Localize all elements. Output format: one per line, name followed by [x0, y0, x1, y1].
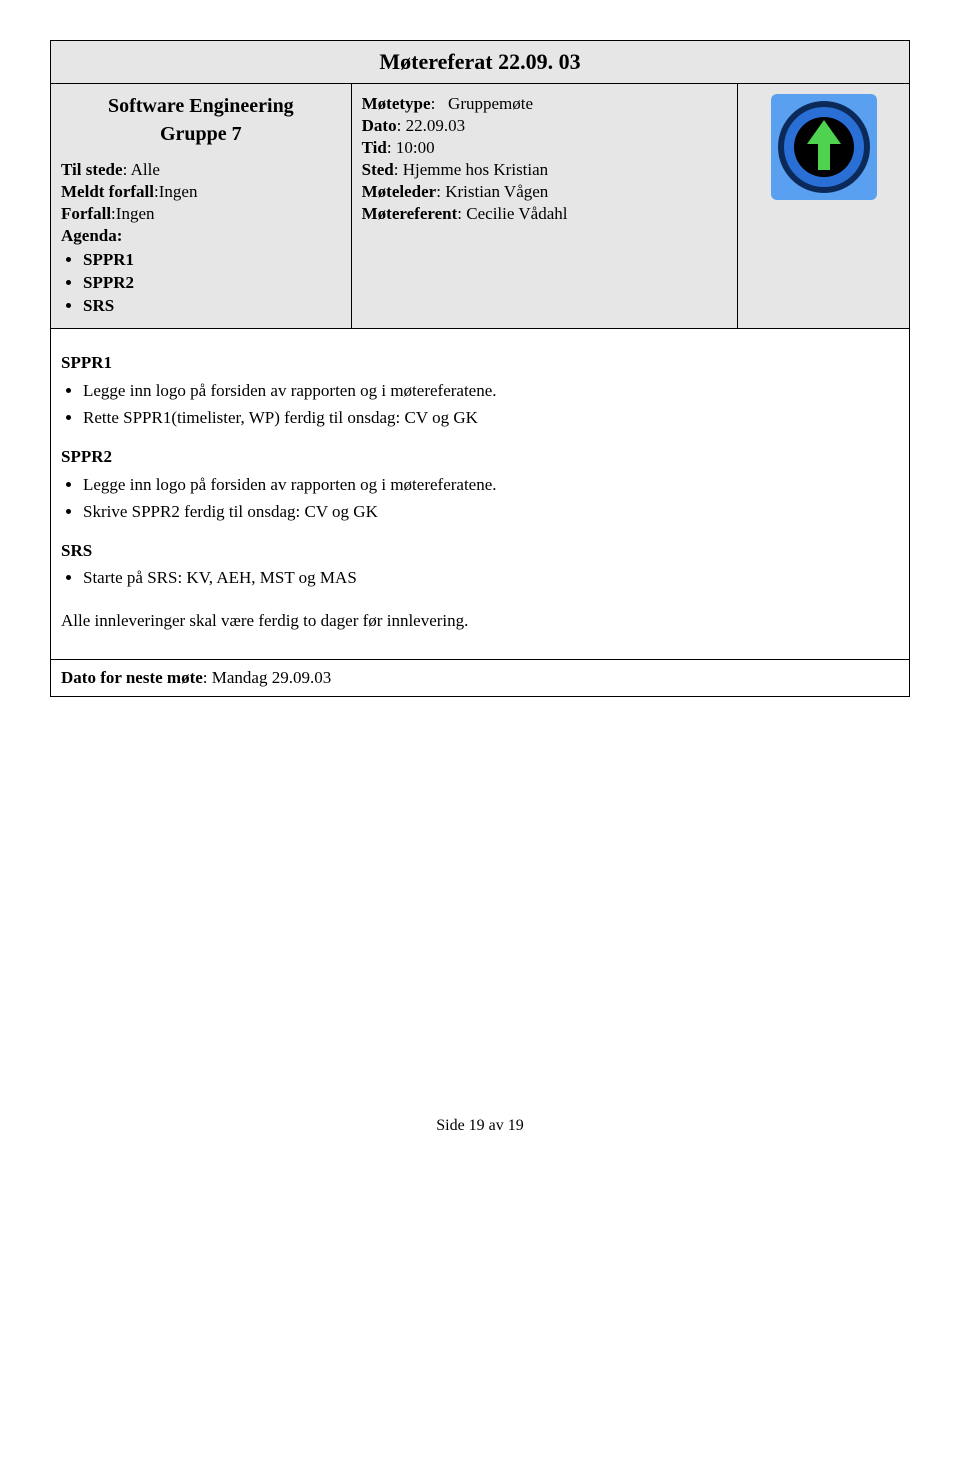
logo-icon: [769, 92, 879, 207]
next-meeting-label: Dato for neste møte: [61, 668, 203, 687]
meldt-forfall-label: Meldt forfall: [61, 182, 154, 201]
srs-title: SRS: [61, 539, 899, 564]
sppr1-list: Legge inn logo på forsiden av rapporten …: [83, 379, 899, 431]
list-item: Rette SPPR1(timelister, WP) ferdig til o…: [83, 406, 899, 431]
motetype: Møtetype: Gruppemøte: [362, 94, 728, 114]
forfall-label: Forfall: [61, 204, 111, 223]
agenda-label: Agenda:: [61, 226, 341, 246]
sppr2-list: Legge inn logo på forsiden av rapporten …: [83, 473, 899, 525]
list-item: Skrive SPPR2 ferdig til onsdag: CV og GK: [83, 500, 899, 525]
body-cell: SPPR1 Legge inn logo på forsiden av rapp…: [51, 329, 910, 660]
header-row: Software Engineering Gruppe 7 Til stede:…: [51, 84, 910, 329]
list-item: Legge inn logo på forsiden av rapporten …: [83, 379, 899, 404]
org-line-1: Software Engineering: [108, 95, 294, 117]
left-column: Software Engineering Gruppe 7 Til stede:…: [51, 84, 352, 329]
page-number: Side 19 av 19: [50, 1117, 910, 1135]
closing-line: Alle innleveringer skal være ferdig to d…: [61, 609, 899, 634]
list-item: Legge inn logo på forsiden av rapporten …: [83, 473, 899, 498]
agenda-item: SRS: [83, 296, 341, 316]
sted: Sted: Hjemme hos Kristian: [362, 160, 728, 180]
list-item: Starte på SRS: KV, AEH, MST og MAS: [83, 566, 899, 591]
til-stede-label: Til stede: [61, 160, 123, 179]
logo-cell: [738, 84, 910, 329]
agenda-item: SPPR2: [83, 273, 341, 293]
meldt-forfall-value: Ingen: [159, 182, 198, 201]
next-meeting-cell: Dato for neste møte: Mandag 29.09.03: [51, 659, 910, 696]
sppr1-title: SPPR1: [61, 351, 899, 376]
forfall-value: Ingen: [116, 204, 155, 223]
forfall: Forfall:Ingen: [61, 204, 341, 224]
next-meeting-value: Mandag 29.09.03: [212, 668, 331, 687]
meta-column: Møtetype: Gruppemøte Dato: 22.09.03 Tid:…: [351, 84, 738, 329]
meldt-forfall: Meldt forfall:Ingen: [61, 182, 341, 202]
doc-title: Møtereferat 22.09. 03: [51, 41, 910, 84]
til-stede-value: Alle: [131, 160, 160, 179]
agenda-list: SPPR1 SPPR2 SRS: [83, 250, 341, 316]
til-stede: Til stede: Alle: [61, 160, 341, 180]
motereferent: Møtereferent: Cecilie Vådahl: [362, 204, 728, 224]
srs-list: Starte på SRS: KV, AEH, MST og MAS: [83, 566, 899, 591]
dato: Dato: 22.09.03: [362, 116, 728, 136]
org-name: Software Engineering Gruppe 7: [61, 92, 341, 148]
agenda-item: SPPR1: [83, 250, 341, 270]
sppr2-title: SPPR2: [61, 445, 899, 470]
org-line-2: Gruppe 7: [160, 123, 242, 145]
tid: Tid: 10:00: [362, 138, 728, 158]
document-table: Møtereferat 22.09. 03 Software Engineeri…: [50, 40, 910, 697]
moteleder: Møteleder: Kristian Vågen: [362, 182, 728, 202]
